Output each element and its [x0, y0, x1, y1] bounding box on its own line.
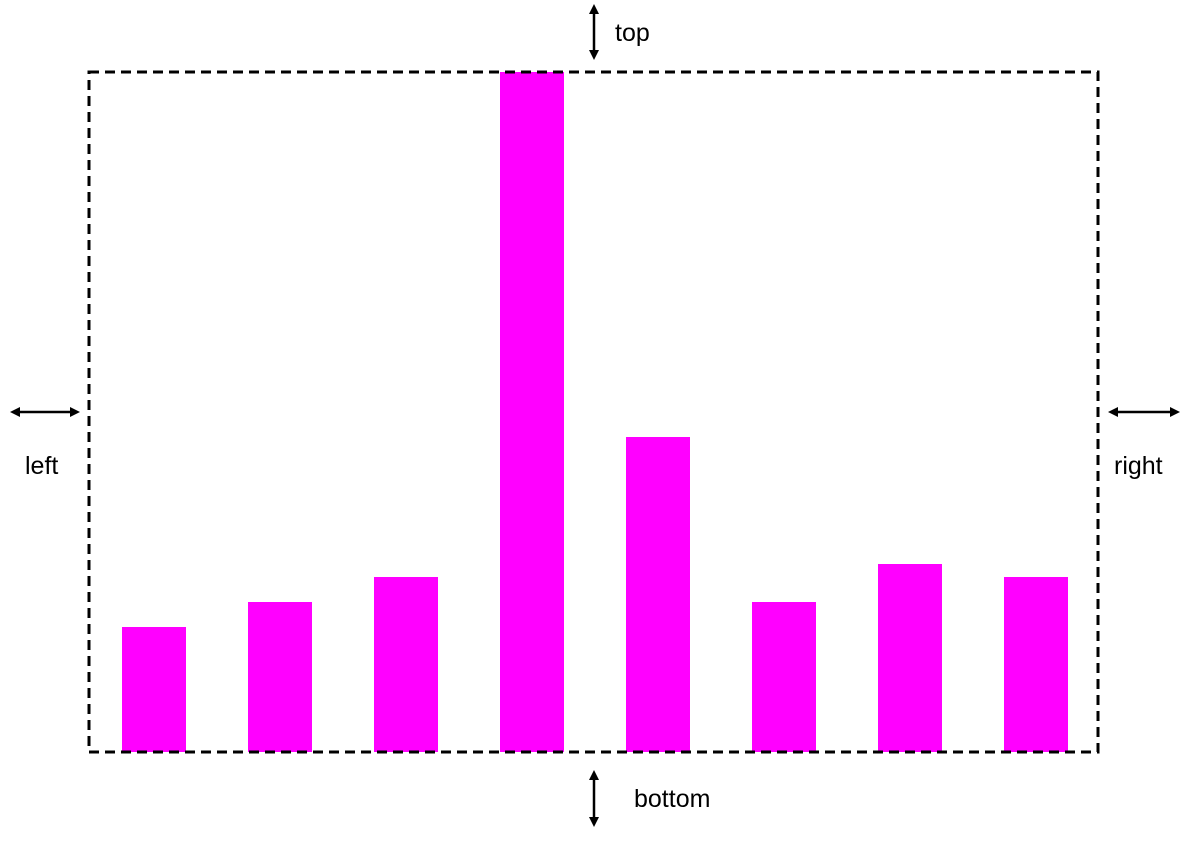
- bar-6: [752, 602, 816, 752]
- bar-3: [374, 577, 438, 752]
- bar-1: [122, 627, 186, 752]
- bar-8: [1004, 577, 1068, 752]
- left-label: left: [25, 452, 59, 480]
- bar-2: [248, 602, 312, 752]
- bar-5: [626, 437, 690, 752]
- top-label: top: [615, 19, 650, 47]
- bars: [122, 72, 1068, 752]
- bar-4: [500, 72, 564, 752]
- bar-7: [878, 564, 942, 752]
- plot-area-frame: [87, 70, 1100, 754]
- bottom-label: bottom: [634, 785, 711, 813]
- right-label: right: [1114, 452, 1163, 480]
